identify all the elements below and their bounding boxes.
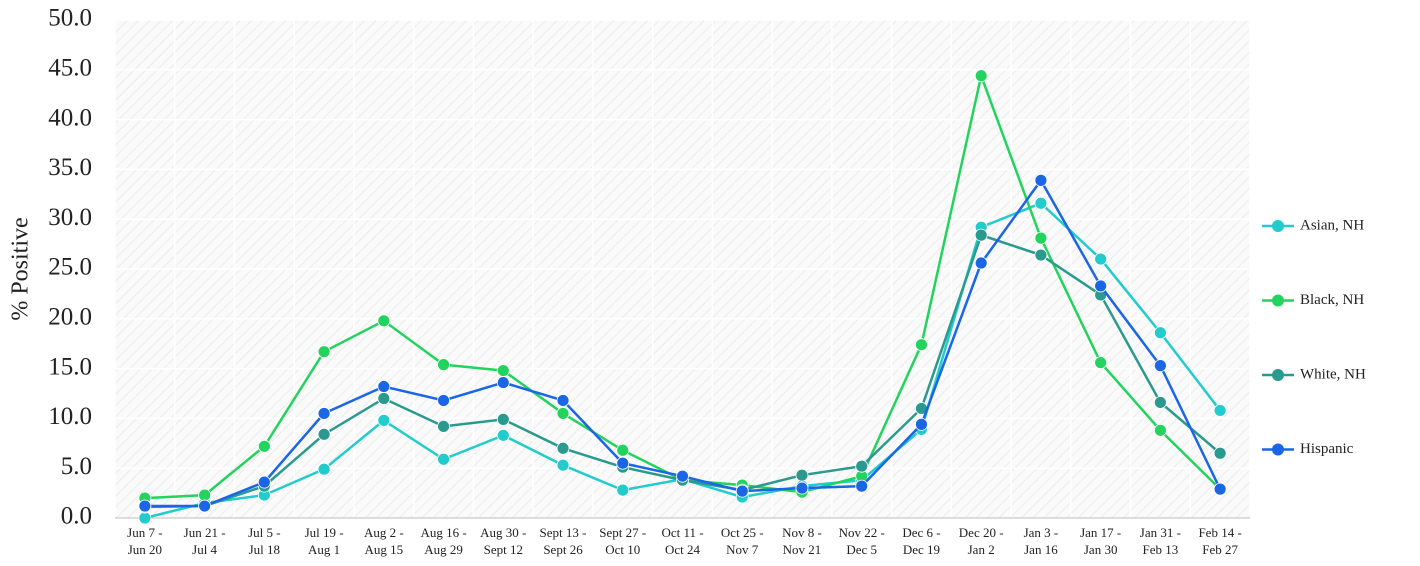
y-tick-label: 15.0 <box>48 353 92 380</box>
y-tick-label: 0.0 <box>61 503 92 530</box>
data-point <box>1034 231 1048 245</box>
data-point <box>317 427 331 441</box>
data-point <box>437 394 450 407</box>
data-point <box>1094 356 1108 370</box>
legend-label: Black, NH <box>1300 292 1364 308</box>
data-point <box>974 256 988 270</box>
data-point <box>556 394 570 407</box>
data-point <box>1034 196 1048 210</box>
data-point <box>556 458 570 472</box>
data-point <box>437 419 450 433</box>
data-point <box>317 462 331 476</box>
x-tick-label: Oct 25 -Nov 7 <box>721 525 764 557</box>
data-point <box>1153 396 1167 409</box>
data-point <box>138 511 152 525</box>
data-point <box>1213 482 1227 496</box>
legend-marker <box>1272 220 1284 232</box>
data-point <box>377 314 391 328</box>
data-point <box>1213 446 1227 460</box>
x-tick-label: Nov 22 -Dec 5 <box>839 525 885 557</box>
x-tick-label: Oct 11 -Oct 24 <box>661 525 703 557</box>
data-point <box>377 413 391 427</box>
legend-marker <box>1272 443 1284 456</box>
data-point <box>317 407 331 420</box>
x-tick-label: Dec 20 -Jan 2 <box>959 525 1004 557</box>
data-point <box>1094 279 1108 293</box>
x-tick-label: Jan 31 -Feb 13 <box>1140 525 1181 557</box>
data-point <box>616 456 630 470</box>
data-point <box>556 407 570 420</box>
x-tick-label: Aug 16 -Aug 29 <box>420 525 466 557</box>
y-axis-label: % Positive <box>8 217 34 320</box>
y-tick-label: 25.0 <box>48 254 92 281</box>
x-tick-label: Dec 6 -Dec 19 <box>902 525 940 557</box>
y-tick-label: 5.0 <box>61 453 92 480</box>
data-point <box>317 345 331 359</box>
data-point <box>1034 173 1048 187</box>
x-tick-label: Nov 8 -Nov 21 <box>782 525 822 557</box>
y-tick-label: 40.0 <box>48 104 92 131</box>
data-point <box>795 468 809 482</box>
legend-label: Hispanic <box>1300 441 1354 457</box>
legend-marker <box>1272 294 1284 307</box>
x-tick-label: Jun 21 -Jul 4 <box>184 525 226 557</box>
y-tick-label: 20.0 <box>48 304 92 331</box>
data-point <box>138 499 152 513</box>
y-tick-label: 35.0 <box>48 154 92 181</box>
x-tick-label: Jan 17 -Jan 30 <box>1080 525 1121 557</box>
data-point <box>496 364 510 377</box>
data-point <box>974 69 988 83</box>
data-point <box>496 428 510 442</box>
data-point <box>437 358 450 372</box>
data-point <box>795 481 809 495</box>
y-tick-label: 50.0 <box>48 5 92 32</box>
data-point <box>556 441 570 455</box>
data-point <box>855 459 869 473</box>
data-point <box>616 443 630 457</box>
data-point <box>1153 423 1167 437</box>
data-point <box>377 392 391 405</box>
data-point <box>1153 326 1167 340</box>
data-point <box>676 469 689 483</box>
y-tick-label: 10.0 <box>48 403 92 430</box>
data-point <box>1153 359 1167 373</box>
data-point <box>1213 404 1227 417</box>
data-point <box>257 475 271 489</box>
data-point <box>616 483 630 497</box>
data-point <box>1034 248 1048 262</box>
legend-label: White, NH <box>1300 366 1366 382</box>
y-tick-label: 30.0 <box>48 204 92 231</box>
data-point <box>377 380 391 393</box>
data-point <box>257 439 271 453</box>
x-tick-label: Aug 2 -Aug 15 <box>364 525 404 557</box>
data-point <box>496 376 510 389</box>
legend-marker <box>1272 369 1284 381</box>
x-tick-label: Jul 19 -Aug 1 <box>305 525 344 557</box>
x-tick-label: Feb 14 -Feb 27 <box>1198 525 1241 557</box>
data-point <box>855 479 869 493</box>
data-point <box>437 452 450 466</box>
x-tick-label: Jan 3 -Jan 16 <box>1024 525 1059 557</box>
x-tick-label: Jul 5 -Jul 18 <box>248 525 281 557</box>
data-point <box>496 412 510 426</box>
data-point <box>915 417 928 431</box>
data-point <box>735 484 749 498</box>
data-point <box>198 488 212 502</box>
data-point <box>1094 252 1108 266</box>
data-point <box>915 338 928 352</box>
y-tick-label: 45.0 <box>48 55 92 82</box>
data-point <box>198 499 212 513</box>
data-point <box>974 228 988 242</box>
x-tick-label: Sept 27 -Oct 10 <box>599 525 646 557</box>
x-tick-label: Sept 13 -Sept 26 <box>540 525 587 557</box>
x-tick-label: Aug 30 -Sept 12 <box>480 525 526 557</box>
legend-label: Asian, NH <box>1300 217 1364 233</box>
x-tick-label: Jun 7 -Jun 20 <box>127 525 162 557</box>
